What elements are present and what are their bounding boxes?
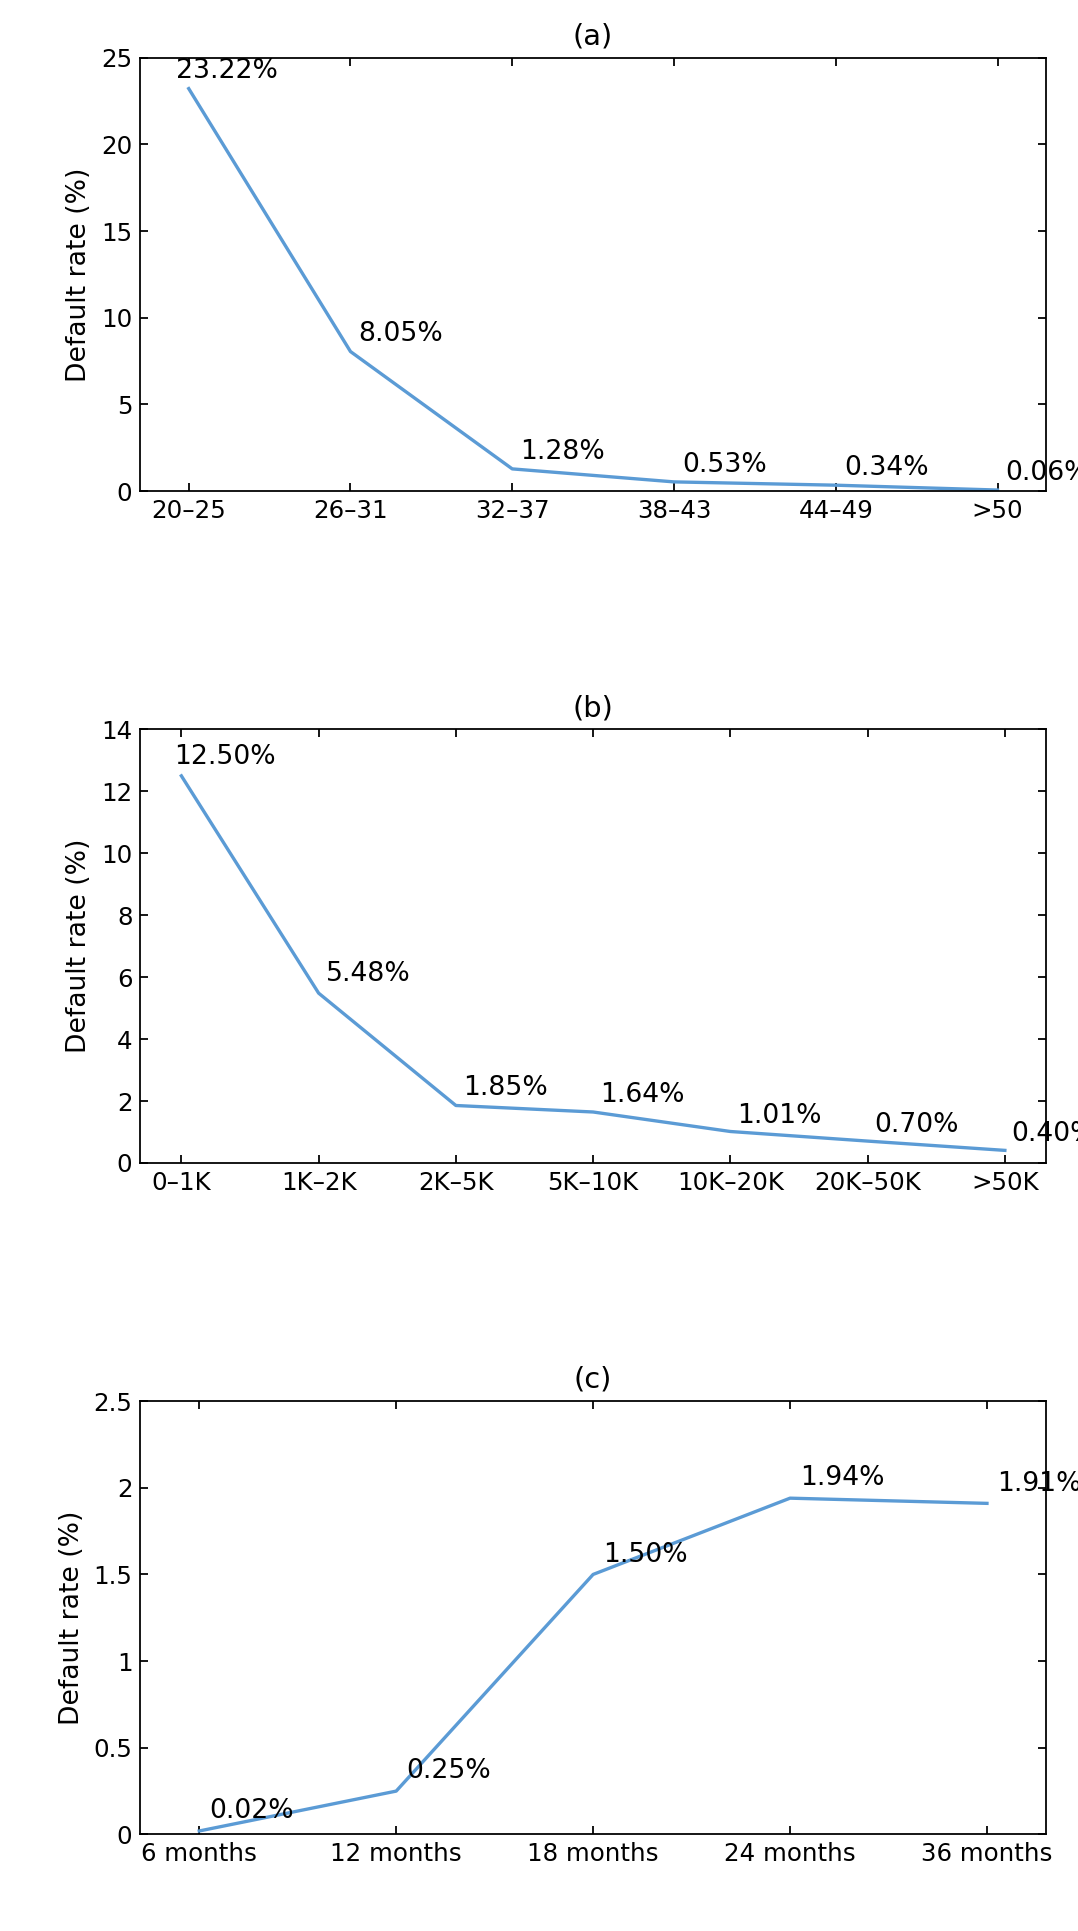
Text: 1.50%: 1.50% (603, 1541, 688, 1568)
Text: 12.50%: 12.50% (175, 743, 276, 770)
Text: 0.34%: 0.34% (843, 456, 928, 481)
Text: 1.91%: 1.91% (996, 1471, 1078, 1497)
Text: 1.64%: 1.64% (599, 1081, 685, 1108)
Text: 23.22%: 23.22% (176, 58, 277, 85)
Text: 5.48%: 5.48% (326, 962, 410, 987)
Y-axis label: Default rate (%): Default rate (%) (66, 838, 93, 1054)
Text: 0.02%: 0.02% (209, 1798, 293, 1825)
Text: 0.25%: 0.25% (406, 1759, 490, 1784)
Text: 0.40%: 0.40% (1011, 1122, 1078, 1147)
Text: 1.85%: 1.85% (462, 1076, 548, 1101)
Title: (a): (a) (572, 23, 613, 50)
Y-axis label: Default rate (%): Default rate (%) (58, 1510, 84, 1724)
Text: 1.01%: 1.01% (737, 1103, 821, 1128)
Text: 0.53%: 0.53% (681, 452, 766, 477)
Text: 0.06%: 0.06% (1005, 460, 1078, 487)
Title: (b): (b) (572, 695, 613, 722)
Text: 8.05%: 8.05% (358, 321, 443, 348)
Title: (c): (c) (573, 1365, 612, 1394)
Text: 0.70%: 0.70% (874, 1112, 958, 1137)
Y-axis label: Default rate (%): Default rate (%) (66, 168, 93, 382)
Text: 1.94%: 1.94% (800, 1466, 884, 1491)
Text: 1.28%: 1.28% (520, 438, 605, 465)
